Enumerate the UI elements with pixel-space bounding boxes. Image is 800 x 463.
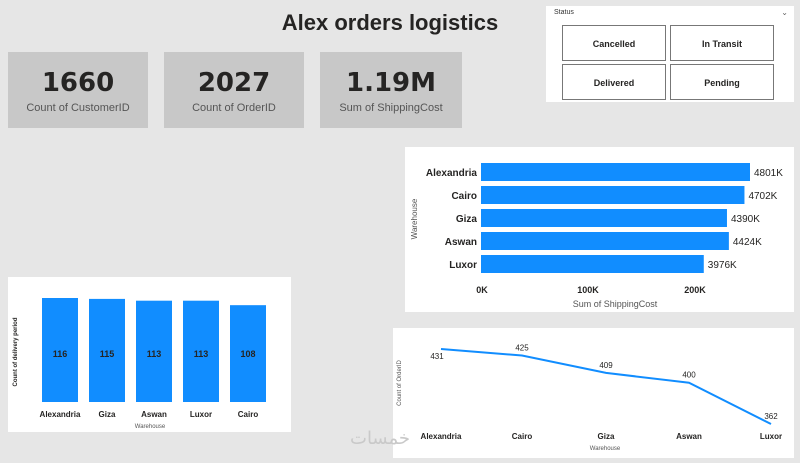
y-axis-title: Count of OrderID — [397, 359, 403, 405]
status-slicer[interactable]: Status ⌄ Cancelled In Transit Delivered … — [546, 6, 794, 102]
category-label: Giza — [456, 214, 478, 225]
kpi-value: 1660 — [41, 68, 115, 98]
slicer-option-delivered[interactable]: Delivered — [562, 64, 666, 100]
y-axis-title: Count of delivery period — [13, 317, 19, 386]
data-label: 362 — [764, 412, 778, 421]
data-label: 409 — [599, 361, 613, 370]
category-label: Aswan — [445, 237, 477, 248]
kpi-card-customers[interactable]: 1660 Count of CustomerID — [8, 52, 148, 128]
kpi-value: 1.19M — [345, 68, 437, 98]
bar — [230, 305, 266, 402]
delivery-period-column-chart[interactable]: 116 Alexandria 115 Giza 113 Aswan 113 Luxor 108 C… — [8, 277, 291, 432]
x-tick-label: 200K — [684, 285, 706, 295]
category-label: Giza — [99, 410, 116, 419]
data-label: 113 — [194, 349, 209, 359]
shipping-cost-bar-chart[interactable]: Alexandria 4801K Cairo 4702K Giza 4390K Aswan 4… — [405, 147, 794, 312]
data-label: 115 — [100, 349, 115, 359]
bar — [481, 163, 750, 181]
bar — [481, 209, 727, 227]
data-label: 4702K — [748, 191, 777, 202]
data-label: 113 — [147, 349, 162, 359]
kpi-label: Sum of ShippingCost — [339, 102, 443, 114]
x-tick-label: 0K — [476, 285, 488, 295]
hbar-svg: Alexandria 4801K Cairo 4702K Giza 4390K Aswan 4… — [410, 163, 783, 309]
category-label: Aswan — [676, 432, 702, 441]
data-label: 431 — [430, 352, 444, 361]
bar — [136, 300, 172, 402]
kpi-card-orders[interactable]: 2027 Count of OrderID — [164, 52, 304, 128]
y-axis-title: Warehouse — [410, 198, 419, 239]
kpi-label: Count of CustomerID — [26, 102, 130, 114]
category-label: Aswan — [141, 410, 167, 419]
data-label: 4390K — [731, 214, 760, 225]
bar — [481, 232, 729, 250]
watermark: خمسات — [350, 428, 411, 449]
x-axis-title: Sum of ShippingCost — [573, 299, 658, 309]
slicer-header: Status — [554, 9, 574, 16]
kpi-label: Count of OrderID — [192, 102, 276, 114]
data-label: 108 — [240, 349, 255, 359]
bar — [89, 298, 125, 402]
bar — [42, 298, 78, 402]
kpi-value: 2027 — [197, 68, 271, 98]
bar — [183, 300, 219, 402]
line-svg: 431 Alexandria 425 Cairo 409 Giza 400 Aswan 362 L… — [397, 344, 782, 452]
x-tick-label: 100K — [577, 285, 599, 295]
vbar-svg: 116 Alexandria 115 Giza 113 Aswan 113 Luxor 108 C… — [13, 298, 266, 430]
category-label: Alexandria — [426, 168, 478, 179]
x-axis-title: Warehouse — [135, 424, 166, 430]
bar — [481, 186, 745, 204]
kpi-card-shipping-cost[interactable]: 1.19M Sum of ShippingCost — [320, 52, 462, 128]
slicer-option-pending[interactable]: Pending — [670, 64, 774, 100]
category-label: Alexandria — [421, 432, 462, 441]
category-label: Luxor — [190, 410, 212, 419]
category-label: Cairo — [451, 191, 477, 202]
dashboard-title: Alex orders logistics — [281, 10, 499, 35]
slicer-option-cancelled[interactable]: Cancelled — [562, 25, 666, 61]
series-line — [440, 348, 772, 425]
data-label: 116 — [53, 349, 68, 359]
data-label: 400 — [682, 371, 696, 380]
category-label: Alexandria — [40, 410, 81, 419]
orders-line-chart[interactable]: 431 Alexandria 425 Cairo 409 Giza 400 Aswan 362 L… — [393, 328, 794, 458]
data-label: 3976K — [708, 260, 737, 271]
category-label: Cairo — [238, 410, 259, 419]
category-label: Luxor — [760, 432, 782, 441]
x-axis-title: Warehouse — [590, 446, 621, 452]
bar — [481, 255, 704, 273]
chevron-down-icon[interactable]: ⌄ — [781, 8, 788, 17]
category-label: Giza — [598, 432, 615, 441]
data-label: 4801K — [754, 168, 783, 179]
data-label: 425 — [515, 344, 529, 353]
data-label: 4424K — [733, 237, 762, 248]
category-label: Cairo — [512, 432, 533, 441]
slicer-option-in-transit[interactable]: In Transit — [670, 25, 774, 61]
category-label: Luxor — [449, 260, 477, 271]
